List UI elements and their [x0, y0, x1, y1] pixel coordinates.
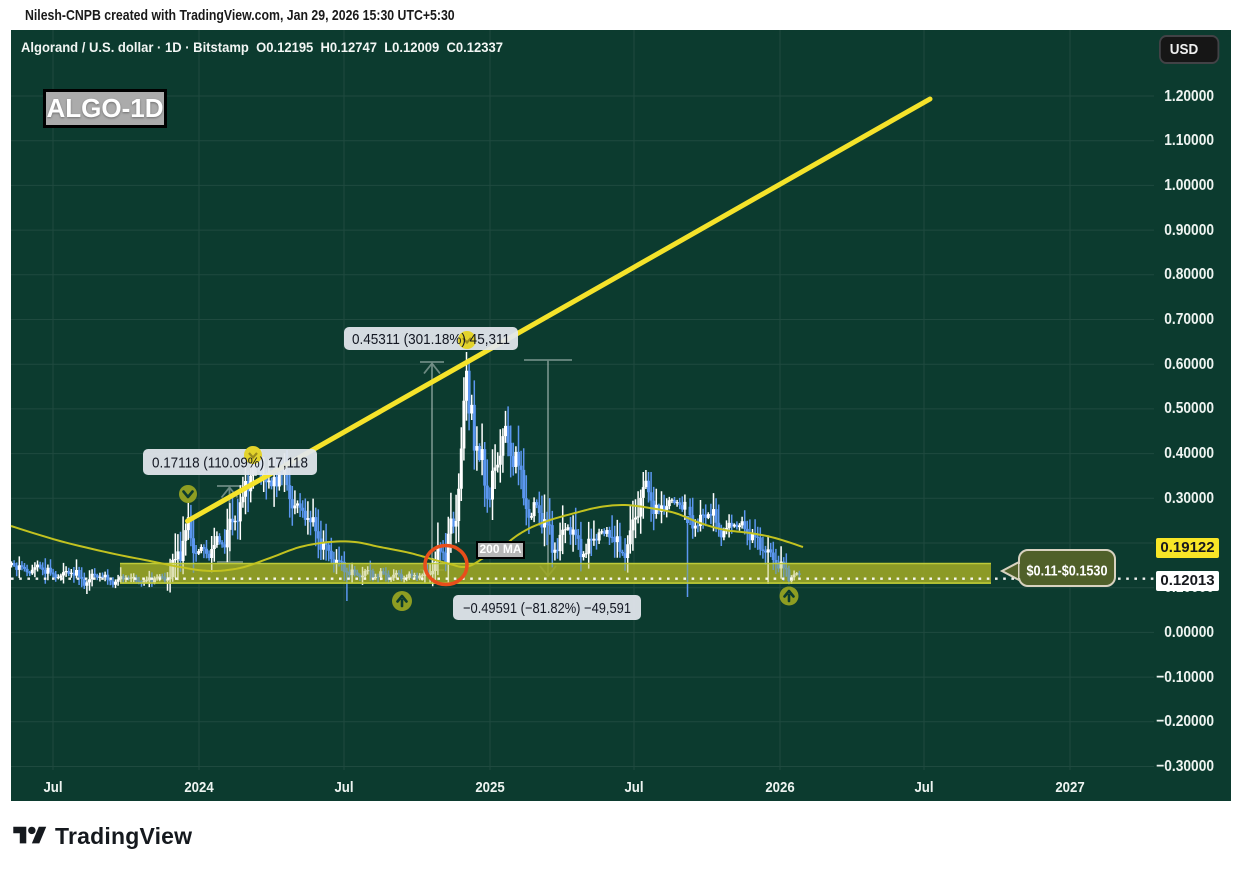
svg-text:0.17118 (110.09%) 17,118: 0.17118 (110.09%) 17,118: [152, 454, 308, 471]
svg-text:$0.11-$0.1530: $0.11-$0.1530: [1027, 563, 1108, 580]
svg-text:−0.49591 (−81.82%) −49,591: −0.49591 (−81.82%) −49,591: [463, 600, 631, 617]
svg-text:0.45311 (301.18%) 45,311: 0.45311 (301.18%) 45,311: [352, 331, 510, 348]
